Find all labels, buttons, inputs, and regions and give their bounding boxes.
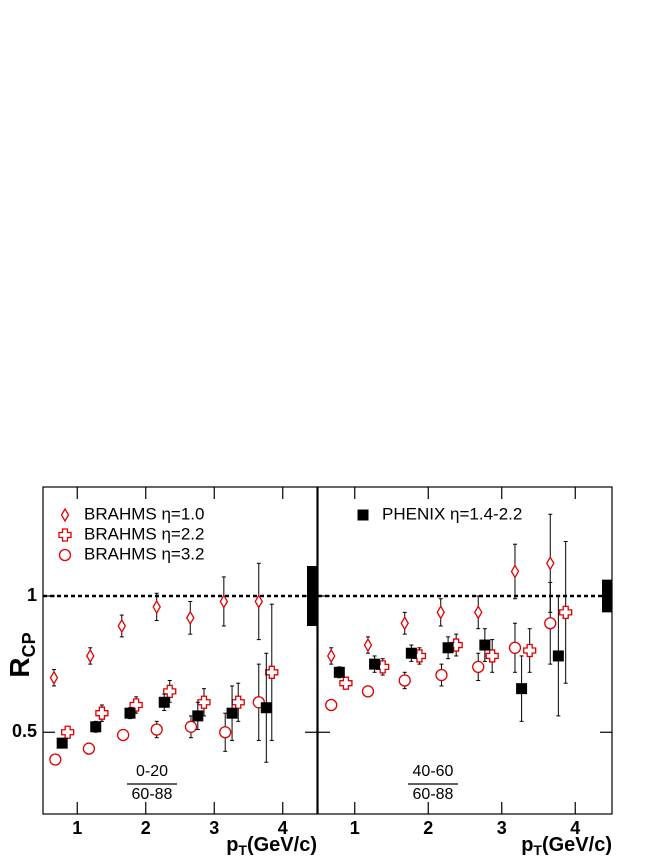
marker-square xyxy=(369,658,381,670)
centrality-denominator: 60-88 xyxy=(413,786,454,803)
marker-square xyxy=(516,683,528,695)
x-label-rest: (GeV/c) xyxy=(542,834,612,856)
marker-circle xyxy=(361,685,375,698)
x-axis-label: pT(GeV/c) xyxy=(521,834,612,857)
legend-marker xyxy=(58,548,72,562)
marker-diamond xyxy=(510,564,520,579)
marker-square xyxy=(56,737,68,749)
marker-square xyxy=(333,666,345,678)
centrality-denominator: 60-88 xyxy=(132,786,173,803)
y-tick-label: 1 xyxy=(27,585,37,605)
y-axis-label: RCP xyxy=(4,632,38,677)
x-tick-label: 4 xyxy=(278,818,288,838)
marker-circle xyxy=(219,726,232,739)
marker-square xyxy=(90,721,102,733)
marker-square xyxy=(260,702,272,714)
marker-circle xyxy=(150,723,163,736)
marker-diamond xyxy=(254,594,264,609)
normalization-box xyxy=(602,579,612,613)
x-label-sub: T xyxy=(238,842,247,858)
marker-circle xyxy=(398,674,411,687)
marker-square xyxy=(442,642,454,654)
x-label-main: p xyxy=(521,834,533,856)
marker-cross xyxy=(197,695,211,709)
marker-circle xyxy=(116,728,130,742)
x-axis-label: pT(GeV/c) xyxy=(226,834,317,857)
x-tick-label: 1 xyxy=(350,818,360,838)
marker-diamond xyxy=(49,670,59,686)
marker-diamond xyxy=(326,648,336,664)
legend-label: BRAHMS η=3.2 xyxy=(84,544,204,563)
centrality-numerator: 40-60 xyxy=(413,763,454,780)
marker-circle xyxy=(49,753,62,766)
normalization-box xyxy=(307,566,317,626)
marker-circle xyxy=(435,668,448,682)
x-label-rest: (GeV/c) xyxy=(247,834,317,856)
marker-cross xyxy=(163,684,177,699)
x-label-main: p xyxy=(226,834,238,856)
x-tick-label: 1 xyxy=(72,818,82,838)
x-label-sub: T xyxy=(533,842,542,858)
marker-circle xyxy=(508,641,522,654)
x-tick-label: 3 xyxy=(209,818,219,838)
y-label-main: R xyxy=(4,657,35,677)
marker-cross xyxy=(129,698,143,712)
marker-diamond xyxy=(473,605,483,620)
marker-cross xyxy=(231,695,245,709)
marker-cross xyxy=(559,605,573,619)
marker-square xyxy=(405,647,417,659)
plot-frame xyxy=(42,486,318,815)
x-tick-label: 3 xyxy=(497,818,507,838)
centrality-numerator: 0-20 xyxy=(136,763,168,780)
marker-circle xyxy=(544,617,557,630)
marker-diamond xyxy=(363,637,373,653)
marker-circle xyxy=(184,720,198,733)
marker-circle xyxy=(472,660,485,673)
marker-square xyxy=(552,650,564,662)
marker-square xyxy=(192,710,204,722)
marker-diamond xyxy=(219,594,229,609)
marker-diamond xyxy=(86,648,95,664)
marker-circle xyxy=(82,742,96,755)
marker-cross xyxy=(95,706,109,720)
legend-marker xyxy=(357,509,369,521)
marker-cross xyxy=(339,676,353,690)
marker-diamond xyxy=(436,605,445,620)
legend-label: PHENIX η=1.4-2.2 xyxy=(382,504,522,523)
marker-cross xyxy=(265,665,279,679)
legend-marker xyxy=(60,507,70,523)
y-label-sub: CP xyxy=(19,632,39,657)
marker-diamond xyxy=(546,556,555,571)
y-tick-label: 0.5 xyxy=(12,721,37,741)
x-tick-label: 4 xyxy=(570,818,580,838)
marker-square xyxy=(479,639,491,651)
x-tick-label: 2 xyxy=(423,818,433,838)
marker-cross xyxy=(523,643,537,658)
plot-frame xyxy=(317,486,613,815)
marker-diamond xyxy=(400,615,409,631)
marker-diamond xyxy=(186,610,195,626)
marker-cross xyxy=(485,649,499,663)
marker-cross xyxy=(61,725,75,739)
legend-marker xyxy=(58,528,72,542)
x-tick-label: 2 xyxy=(141,818,151,838)
marker-square xyxy=(226,707,238,719)
marker-square xyxy=(158,696,170,708)
legend-label: BRAHMS η=2.2 xyxy=(84,524,204,543)
legend-label: BRAHMS η=1.0 xyxy=(84,504,204,523)
marker-diamond xyxy=(117,618,127,634)
marker-diamond xyxy=(152,599,161,615)
marker-circle xyxy=(325,698,338,712)
marker-square xyxy=(124,707,136,719)
